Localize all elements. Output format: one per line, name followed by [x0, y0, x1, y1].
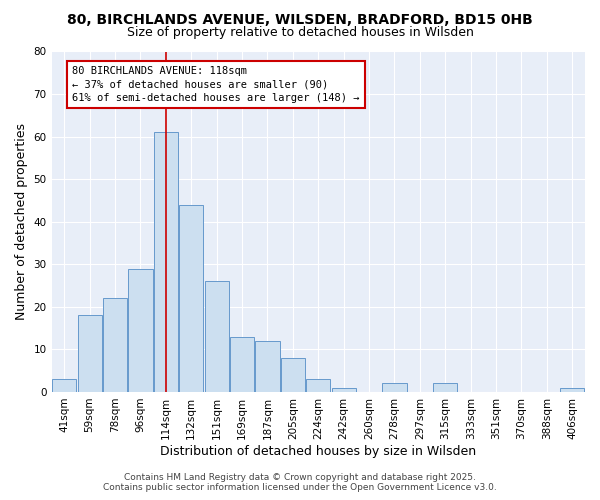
Bar	[256, 341, 280, 392]
Text: Contains HM Land Registry data © Crown copyright and database right 2025.
Contai: Contains HM Land Registry data © Crown c…	[103, 473, 497, 492]
Bar	[332, 388, 356, 392]
Bar	[128, 268, 152, 392]
X-axis label: Distribution of detached houses by size in Wilsden: Distribution of detached houses by size …	[160, 444, 476, 458]
Bar	[103, 298, 127, 392]
Bar	[433, 384, 457, 392]
Bar	[52, 379, 76, 392]
Bar	[154, 132, 178, 392]
Bar	[306, 379, 331, 392]
Bar	[179, 204, 203, 392]
Text: Size of property relative to detached houses in Wilsden: Size of property relative to detached ho…	[127, 26, 473, 39]
Bar	[382, 384, 407, 392]
Text: 80 BIRCHLANDS AVENUE: 118sqm
← 37% of detached houses are smaller (90)
61% of se: 80 BIRCHLANDS AVENUE: 118sqm ← 37% of de…	[72, 66, 359, 103]
Bar	[77, 316, 102, 392]
Bar	[281, 358, 305, 392]
Bar	[560, 388, 584, 392]
Bar	[205, 282, 229, 392]
Text: 80, BIRCHLANDS AVENUE, WILSDEN, BRADFORD, BD15 0HB: 80, BIRCHLANDS AVENUE, WILSDEN, BRADFORD…	[67, 12, 533, 26]
Y-axis label: Number of detached properties: Number of detached properties	[15, 123, 28, 320]
Bar	[230, 336, 254, 392]
